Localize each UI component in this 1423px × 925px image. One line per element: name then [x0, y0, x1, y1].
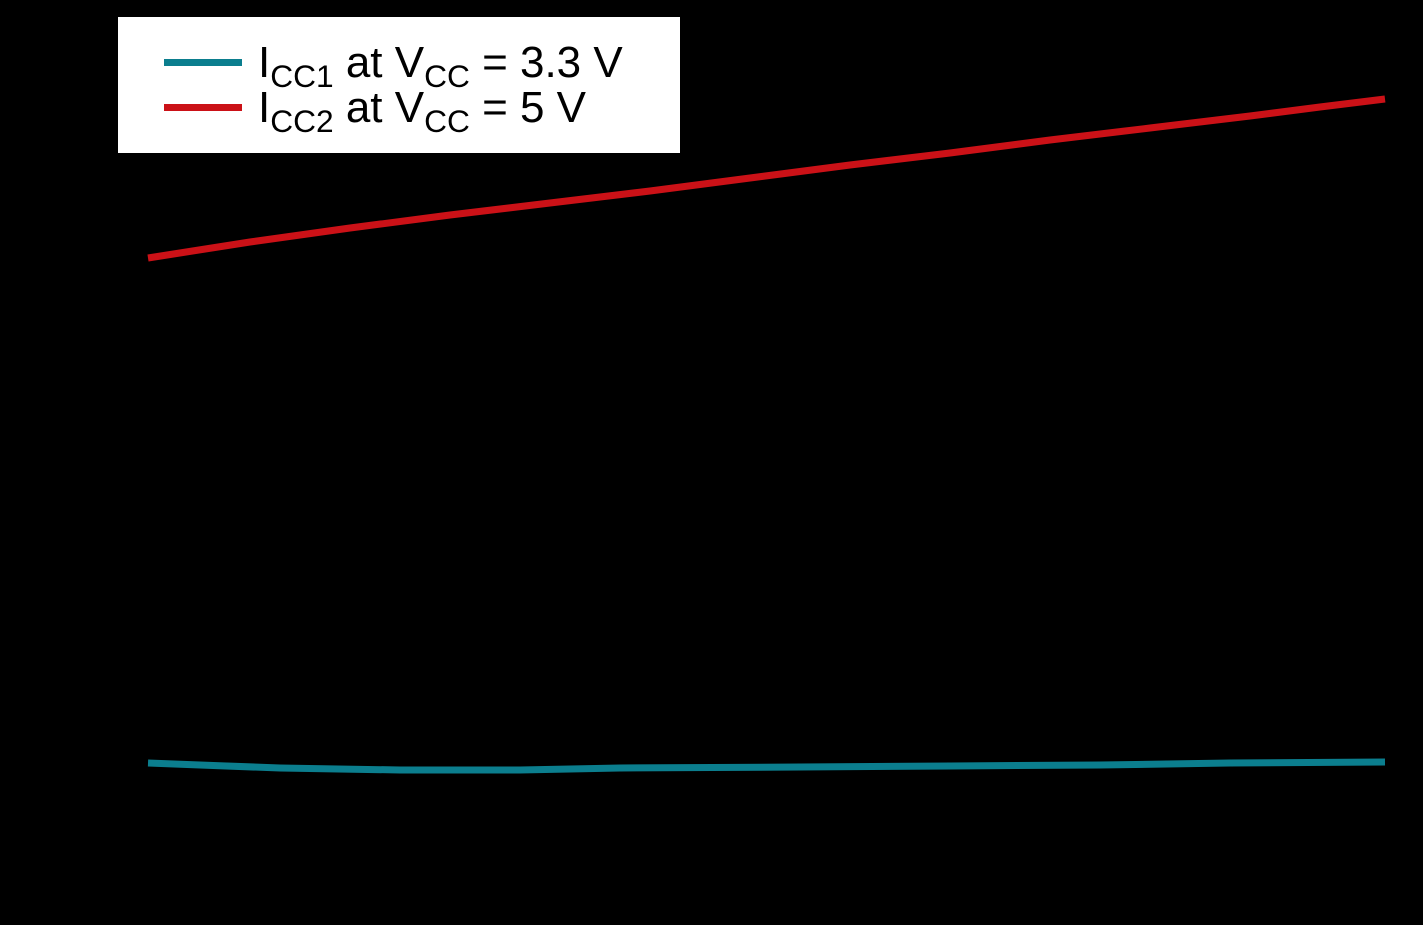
legend-label-icc2: ICC2 at VCC = 5 V [258, 82, 587, 136]
icc2-series-line [147, 95, 1386, 262]
icc1-series-line [147, 758, 1386, 774]
legend-swatch-icc2-line-icon [164, 104, 242, 111]
legend-label-icc1-subscript2: CC [424, 57, 470, 94]
legend-label-icc2-value: = 5 V [469, 82, 587, 132]
legend-label-icc1-subscript: CC1 [270, 57, 334, 94]
legend-label-icc1-text: at V [333, 37, 425, 87]
legend-label-icc2-subscript: CC2 [270, 102, 334, 139]
legend-item-icc1: ICC1 at VCC = 3.3 V [164, 37, 680, 91]
legend-label-icc1-symbol: I [258, 37, 271, 87]
legend-label-icc2-subscript2: CC [424, 102, 470, 139]
legend-label-icc1: ICC1 at VCC = 3.3 V [258, 37, 623, 91]
legend-label-icc2-symbol: I [258, 82, 271, 132]
legend-item-icc2: ICC2 at VCC = 5 V [164, 82, 680, 136]
legend-label-icc1-value: = 3.3 V [469, 37, 623, 87]
legend-swatch-icc1-line-icon [164, 59, 242, 66]
legend-label-icc2-text: at V [333, 82, 425, 132]
legend: ICC1 at VCC = 3.3 V ICC2 at VCC = 5 V [116, 15, 682, 155]
